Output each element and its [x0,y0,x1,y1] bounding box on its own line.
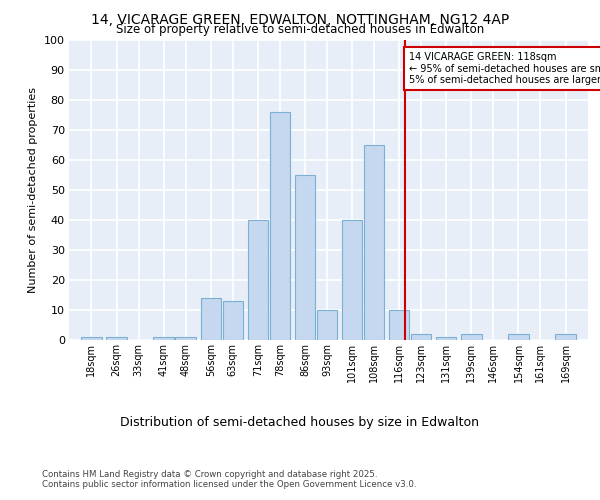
Bar [508,334,529,340]
Bar [248,220,268,340]
Bar [295,175,315,340]
Text: 14, VICARAGE GREEN, EDWALTON, NOTTINGHAM, NG12 4AP: 14, VICARAGE GREEN, EDWALTON, NOTTINGHAM… [91,12,509,26]
Bar [106,337,127,340]
Y-axis label: Number of semi-detached properties: Number of semi-detached properties [28,87,38,293]
Text: Contains HM Land Registry data © Crown copyright and database right 2025.
Contai: Contains HM Land Registry data © Crown c… [42,470,416,489]
Bar [411,334,431,340]
Bar [223,301,243,340]
Bar [342,220,362,340]
Bar [175,337,196,340]
Bar [269,112,290,340]
Text: Size of property relative to semi-detached houses in Edwalton: Size of property relative to semi-detach… [116,24,484,36]
Text: 14 VICARAGE GREEN: 118sqm
← 95% of semi-detached houses are smaller (317)
5% of : 14 VICARAGE GREEN: 118sqm ← 95% of semi-… [409,52,600,85]
Bar [389,310,409,340]
Bar [364,145,384,340]
Bar [154,337,174,340]
Bar [556,334,576,340]
Bar [461,334,482,340]
Text: Distribution of semi-detached houses by size in Edwalton: Distribution of semi-detached houses by … [121,416,479,429]
Bar [317,310,337,340]
Bar [200,298,221,340]
Bar [81,337,101,340]
Bar [436,337,457,340]
